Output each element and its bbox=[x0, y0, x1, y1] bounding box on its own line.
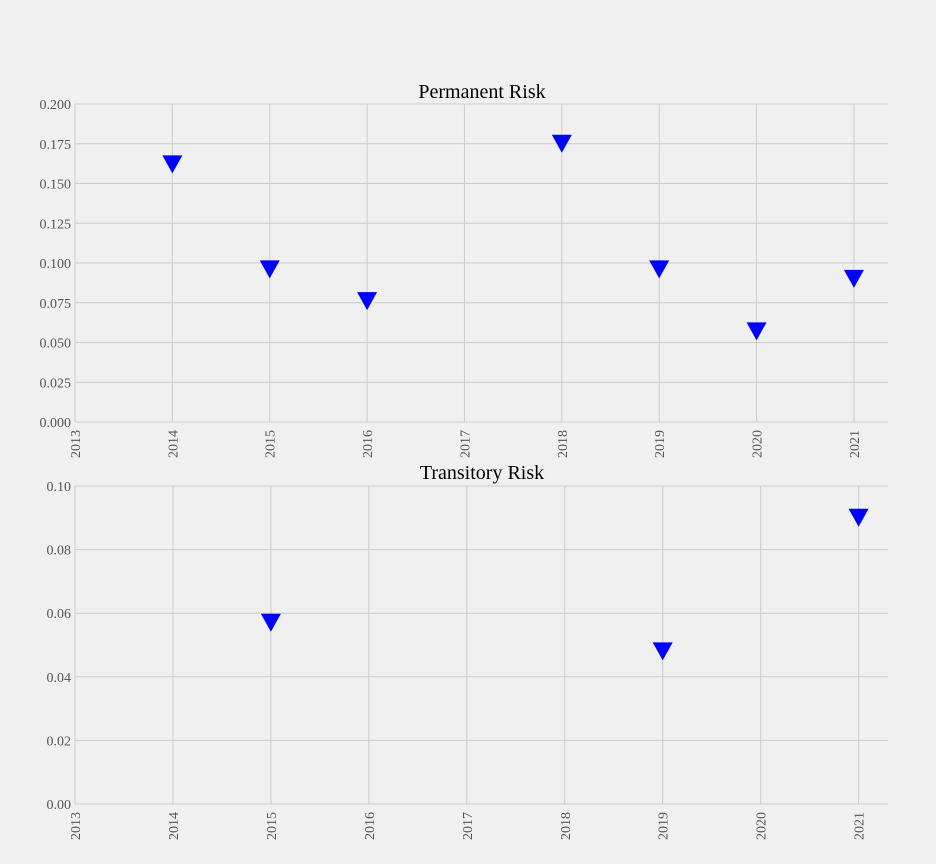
y-tick-label: 0.06 bbox=[47, 607, 72, 622]
y-tick-label: 0.000 bbox=[40, 416, 72, 431]
permanent-risk-point bbox=[357, 292, 378, 311]
y-tick-label: 0.04 bbox=[47, 671, 72, 686]
transitory-risk-y-tick-labels: 0.00 0.02 0.04 0.06 0.08 0.10 bbox=[47, 480, 72, 813]
transitory-risk-points bbox=[260, 508, 869, 661]
y-tick-label: 0.10 bbox=[47, 480, 72, 495]
x-tick-label: 2019 bbox=[657, 812, 672, 840]
y-tick-label: 0.175 bbox=[40, 138, 72, 153]
permanent-risk-point bbox=[649, 260, 670, 279]
x-tick-label: 2013 bbox=[69, 812, 84, 840]
x-tick-label: 2018 bbox=[559, 812, 574, 840]
y-tick-label: 0.125 bbox=[40, 217, 72, 232]
x-tick-label: 2017 bbox=[461, 812, 476, 840]
x-tick-label: 2013 bbox=[69, 430, 84, 458]
transitory-risk-point bbox=[260, 613, 281, 632]
transitory-risk-point bbox=[652, 642, 673, 661]
permanent-risk-point bbox=[843, 269, 864, 288]
x-tick-label: 2016 bbox=[361, 430, 376, 458]
y-tick-label: 0.200 bbox=[40, 98, 72, 113]
permanent-risk-grid bbox=[74, 103, 888, 423]
y-tick-label: 0.025 bbox=[40, 376, 72, 391]
x-tick-label: 2014 bbox=[166, 430, 181, 458]
transitory-risk-x-tick-labels: 2013 2014 2015 2016 2017 2018 2019 2020 2021 bbox=[69, 812, 868, 840]
y-tick-label: 0.050 bbox=[40, 337, 72, 352]
permanent-risk-chart: 0.000 0.025 0.050 0.075 0.100 0.125 0.150 0.175… bbox=[40, 81, 888, 458]
x-tick-label: 2020 bbox=[755, 812, 770, 840]
permanent-risk-point bbox=[746, 322, 767, 341]
x-tick-label: 2016 bbox=[363, 812, 378, 840]
permanent-risk-title: Permanent Risk bbox=[418, 81, 545, 103]
x-tick-label: 2018 bbox=[556, 430, 571, 458]
x-tick-label: 2015 bbox=[265, 812, 280, 840]
transitory-risk-point bbox=[848, 508, 869, 527]
transitory-risk-chart: 0.000.020.040.060.080.10 2013 2014 2015 201… bbox=[47, 462, 888, 840]
x-tick-label: 2021 bbox=[853, 812, 868, 840]
permanent-risk-x-tick-labels: 2013 2014 2015 2016 2017 2018 2019 2020 2021 bbox=[69, 430, 863, 458]
y-tick-label: 0.150 bbox=[40, 178, 72, 193]
x-tick-label: 2019 bbox=[653, 430, 668, 458]
permanent-risk-point bbox=[551, 134, 572, 153]
x-tick-label: 2020 bbox=[751, 430, 766, 458]
permanent-risk-point bbox=[259, 260, 280, 279]
y-tick-label: 0.075 bbox=[40, 297, 72, 312]
permanent-risk-points bbox=[162, 134, 864, 341]
y-tick-label: 0.00 bbox=[47, 798, 72, 813]
transitory-risk-grid bbox=[74, 485, 888, 805]
x-tick-label: 2014 bbox=[167, 812, 182, 840]
y-tick-label: 0.100 bbox=[40, 257, 72, 272]
permanent-risk-point bbox=[162, 155, 183, 174]
x-tick-label: 2017 bbox=[458, 430, 473, 458]
y-tick-label: 0.08 bbox=[47, 544, 72, 559]
y-tick-label: 0.02 bbox=[47, 734, 72, 749]
transitory-risk-title: Transitory Risk bbox=[420, 462, 544, 484]
permanent-risk-y-tick-labels: 0.000 0.025 0.050 0.075 0.100 0.125 0.150 0.175… bbox=[40, 98, 72, 431]
x-tick-label: 2015 bbox=[264, 430, 279, 458]
x-tick-label: 2021 bbox=[848, 430, 863, 458]
